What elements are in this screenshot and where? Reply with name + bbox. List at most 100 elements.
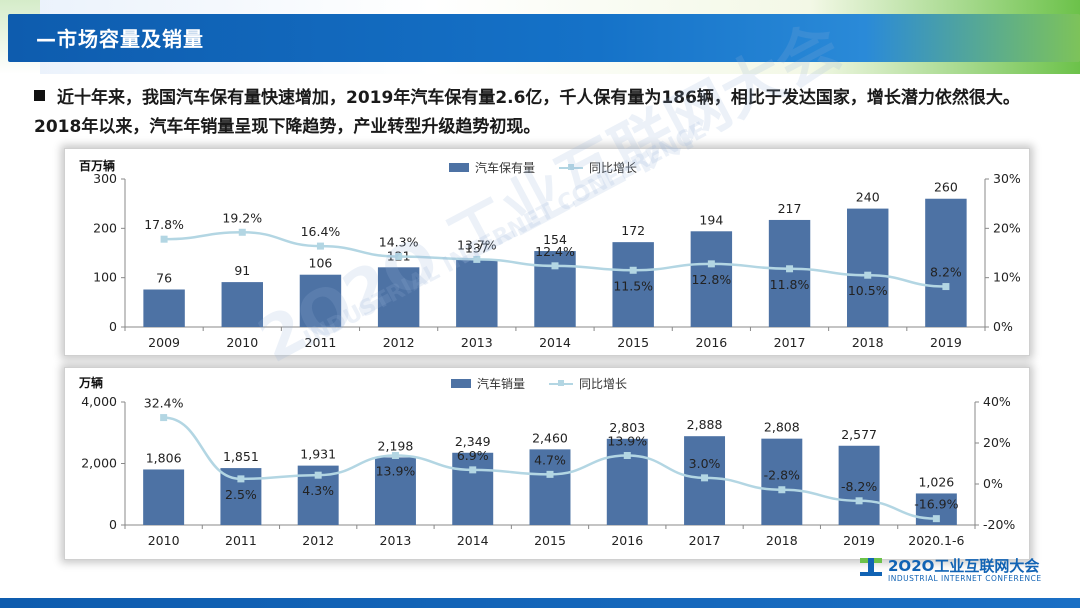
x-tick-label: 2013 — [461, 335, 493, 350]
legend-line-label: 同比增长 — [589, 161, 638, 175]
x-tick-label: 2015 — [534, 533, 566, 548]
growth-point — [778, 486, 786, 494]
title-bar — [8, 14, 1080, 62]
growth-data-label: 6.9% — [457, 448, 489, 463]
growth-point — [160, 235, 168, 243]
growth-data-label: -2.8% — [764, 468, 800, 483]
growth-data-label: 12.8% — [692, 272, 732, 287]
x-tick-label: 2016 — [695, 335, 727, 350]
bar — [143, 469, 185, 525]
logo-text-cn: 2O2O工业互联网大会 — [888, 557, 1040, 575]
y-left-tick-label: 0 — [109, 319, 117, 334]
bar-data-label: 1,931 — [300, 447, 336, 462]
growth-point — [160, 414, 168, 422]
growth-data-label: 13.9% — [376, 464, 416, 479]
chart-panel-sales: 万辆 汽车销量 同比增长 0 2,000 4,000 -20% 0% 20% 40% 2010… — [64, 367, 1030, 560]
bar-data-label: 1,026 — [918, 474, 954, 489]
bar-data-label: 260 — [934, 180, 958, 195]
logo-mark-icon — [860, 558, 882, 576]
y-right-tick-label: 0% — [983, 476, 1003, 491]
unit-label: 万辆 — [79, 376, 104, 390]
growth-data-label: 8.2% — [930, 265, 962, 280]
growth-point — [932, 515, 940, 523]
bullet-paragraph: 近十年来，我国汽车保有量快速增加，2019年汽车保有量2.6亿，千人保有量为18… — [34, 84, 1054, 142]
growth-point — [942, 283, 950, 291]
growth-data-label: 13.7% — [457, 237, 497, 252]
growth-point — [855, 497, 863, 505]
bar-data-label: 91 — [234, 263, 250, 278]
growth-data-label: 32.4% — [144, 396, 184, 411]
growth-point — [391, 452, 399, 460]
unit-label: 百万辆 — [79, 159, 116, 173]
growth-point — [395, 252, 403, 260]
chart-ownership: 0 100 200 300 0% 10% 20% 30% 2009 76 2010 91 2011 106… — [93, 171, 1021, 350]
y-right-tick-label: 0% — [993, 319, 1013, 334]
y-right-tick-label: 20% — [993, 220, 1021, 235]
growth-data-label: 19.2% — [222, 210, 262, 225]
chart-legend: 汽车保有量 同比增长 — [449, 159, 637, 176]
y-right-tick-label: 10% — [993, 270, 1021, 285]
growth-data-label: -16.9% — [914, 497, 958, 512]
x-tick-label: 2010 — [148, 533, 180, 548]
growth-point — [546, 470, 554, 478]
growth-data-label: 2.5% — [225, 487, 257, 502]
growth-point — [238, 228, 246, 236]
bar — [690, 231, 733, 327]
bar — [838, 445, 880, 525]
legend-bar-swatch — [449, 163, 469, 172]
legend-bar-label: 汽车保有量 — [475, 161, 536, 175]
x-tick-label: 2014 — [539, 335, 571, 350]
bar-data-label: 2,349 — [455, 434, 491, 449]
x-tick-label: 2011 — [305, 335, 337, 350]
growth-data-label: 11.8% — [770, 277, 810, 292]
chart-legend: 汽车销量 同比增长 — [451, 375, 627, 392]
growth-data-label: 4.7% — [534, 452, 566, 467]
bar — [143, 289, 185, 327]
logo-text-en: INDUSTRIAL INTERNET CONFERENCE — [888, 574, 1042, 583]
bullet-text: 近十年来，我国汽车保有量快速增加，2019年汽车保有量2.6亿，千人保有量为18… — [34, 88, 1020, 137]
x-tick-label: 2014 — [457, 533, 489, 548]
bar — [299, 274, 342, 327]
bar — [606, 438, 648, 525]
x-tick-label: 2019 — [930, 335, 962, 350]
bar-data-label: 172 — [621, 223, 645, 238]
growth-point — [623, 452, 631, 460]
bar-data-label: 1,806 — [146, 450, 182, 465]
bar — [377, 267, 420, 327]
bar — [221, 282, 263, 327]
bar-data-label: 2,803 — [609, 420, 645, 435]
bullet-square-icon — [34, 90, 45, 101]
growth-point — [237, 475, 245, 483]
x-tick-label: 2020.1-6 — [908, 533, 964, 548]
bar-data-label: 76 — [156, 271, 172, 286]
y-right-tick-label: 30% — [993, 171, 1021, 186]
bar-data-label: 154 — [543, 232, 567, 247]
x-tick-label: 2013 — [380, 533, 412, 548]
growth-point — [314, 471, 322, 479]
y-right-tick-label: -20% — [983, 517, 1015, 532]
growth-data-label: 10.5% — [848, 283, 888, 298]
x-tick-label: 2017 — [774, 335, 806, 350]
bar-data-label: 194 — [699, 212, 723, 227]
bar — [612, 242, 654, 327]
chart-sales: 0 2,000 4,000 -20% 0% 20% 40% 2010 1,806 2011 1,85… — [81, 394, 1015, 548]
bar — [529, 449, 571, 525]
bar — [761, 438, 803, 525]
growth-point — [473, 255, 481, 263]
growth-data-label: 3.0% — [689, 456, 721, 471]
bar — [456, 259, 498, 327]
x-tick-label: 2012 — [383, 335, 415, 350]
bar — [374, 457, 416, 525]
bar — [925, 198, 967, 327]
growth-data-label: 16.4% — [301, 224, 341, 239]
y-left-tick-label: 300 — [93, 171, 117, 186]
bar-data-label: 2,808 — [764, 420, 800, 435]
bar — [768, 219, 811, 327]
growth-data-label: 17.8% — [144, 217, 184, 232]
bar-data-label: 2,460 — [532, 430, 568, 445]
x-tick-label: 2012 — [302, 533, 334, 548]
bar-data-label: 2,198 — [378, 438, 414, 453]
y-left-tick-label: 100 — [93, 270, 117, 285]
bar-data-label: 2,577 — [841, 427, 877, 442]
x-tick-label: 2018 — [852, 335, 884, 350]
